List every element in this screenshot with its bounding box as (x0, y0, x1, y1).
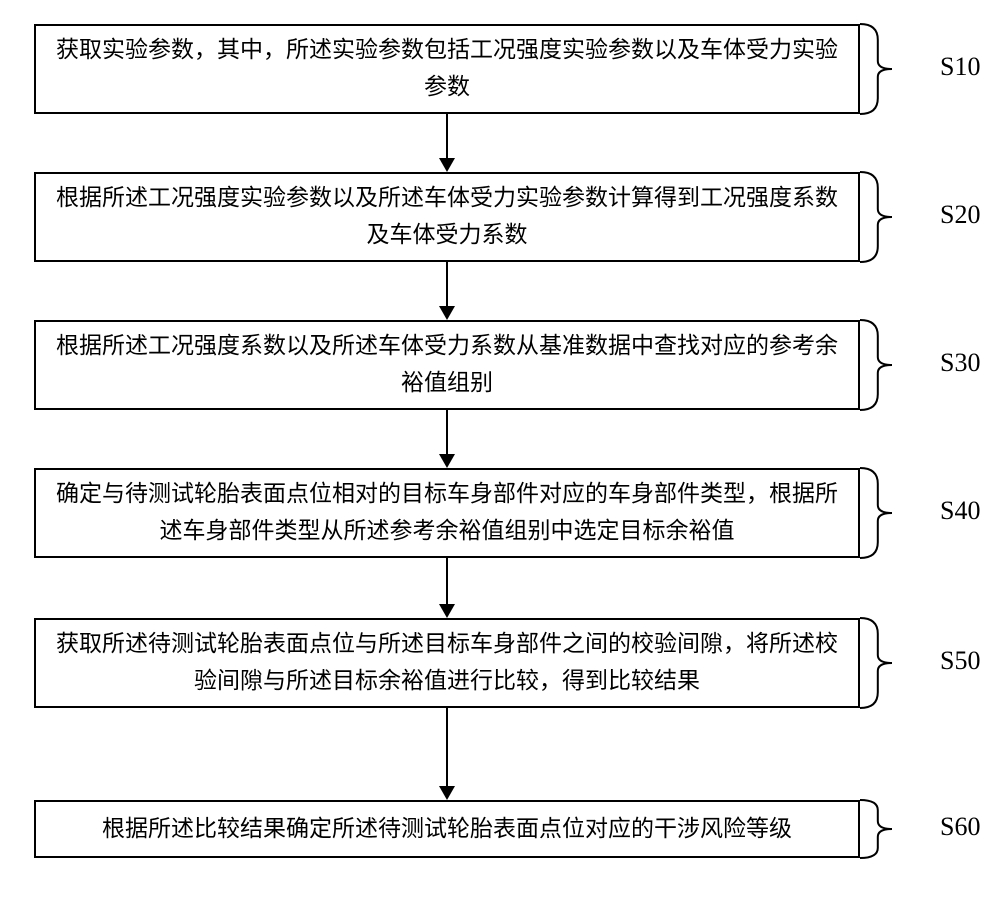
flow-arrow (446, 708, 448, 786)
step-label: S10 (940, 52, 980, 82)
flow-step-text: 根据所述比较结果确定所述待测试轮胎表面点位对应的干涉风险等级 (102, 811, 792, 848)
brace-connector (858, 320, 894, 410)
step-label: S40 (940, 496, 980, 526)
flow-arrow-head (439, 786, 455, 800)
brace-connector (858, 618, 894, 708)
step-label: S50 (940, 646, 980, 676)
flow-step-s20: 根据所述工况强度实验参数以及所述车体受力实验参数计算得到工况强度系数及车体受力系… (34, 172, 860, 262)
flow-arrow-head (439, 306, 455, 320)
flow-arrow (446, 114, 448, 158)
step-label: S60 (940, 812, 980, 842)
brace-connector (858, 24, 894, 114)
flow-step-s40: 确定与待测试轮胎表面点位相对的目标车身部件对应的车身部件类型，根据所述车身部件类… (34, 468, 860, 558)
brace-connector (858, 172, 894, 262)
flow-step-s50: 获取所述待测试轮胎表面点位与所述目标车身部件之间的校验间隙，将所述校验间隙与所述… (34, 618, 860, 708)
flow-step-s30: 根据所述工况强度系数以及所述车体受力系数从基准数据中查找对应的参考余裕值组别 (34, 320, 860, 410)
flow-arrow (446, 262, 448, 306)
flow-step-text: 确定与待测试轮胎表面点位相对的目标车身部件对应的车身部件类型，根据所述车身部件类… (56, 476, 838, 550)
flow-step-text: 根据所述工况强度系数以及所述车体受力系数从基准数据中查找对应的参考余裕值组别 (56, 328, 838, 402)
flow-arrow-head (439, 158, 455, 172)
flow-step-text: 获取实验参数，其中，所述实验参数包括工况强度实验参数以及车体受力实验参数 (56, 32, 838, 106)
step-label: S20 (940, 200, 980, 230)
flow-step-s60: 根据所述比较结果确定所述待测试轮胎表面点位对应的干涉风险等级 (34, 800, 860, 858)
flow-arrow (446, 558, 448, 604)
flow-arrow-head (439, 604, 455, 618)
flow-step-text: 根据所述工况强度实验参数以及所述车体受力实验参数计算得到工况强度系数及车体受力系… (56, 180, 838, 254)
flow-step-s10: 获取实验参数，其中，所述实验参数包括工况强度实验参数以及车体受力实验参数 (34, 24, 860, 114)
flow-arrow (446, 410, 448, 454)
step-label: S30 (940, 348, 980, 378)
flow-step-text: 获取所述待测试轮胎表面点位与所述目标车身部件之间的校验间隙，将所述校验间隙与所述… (56, 626, 838, 700)
flow-arrow-head (439, 454, 455, 468)
flowchart-canvas: 获取实验参数，其中，所述实验参数包括工况强度实验参数以及车体受力实验参数 S10 根… (0, 0, 1000, 908)
brace-connector (858, 468, 894, 558)
brace-connector (858, 800, 894, 858)
